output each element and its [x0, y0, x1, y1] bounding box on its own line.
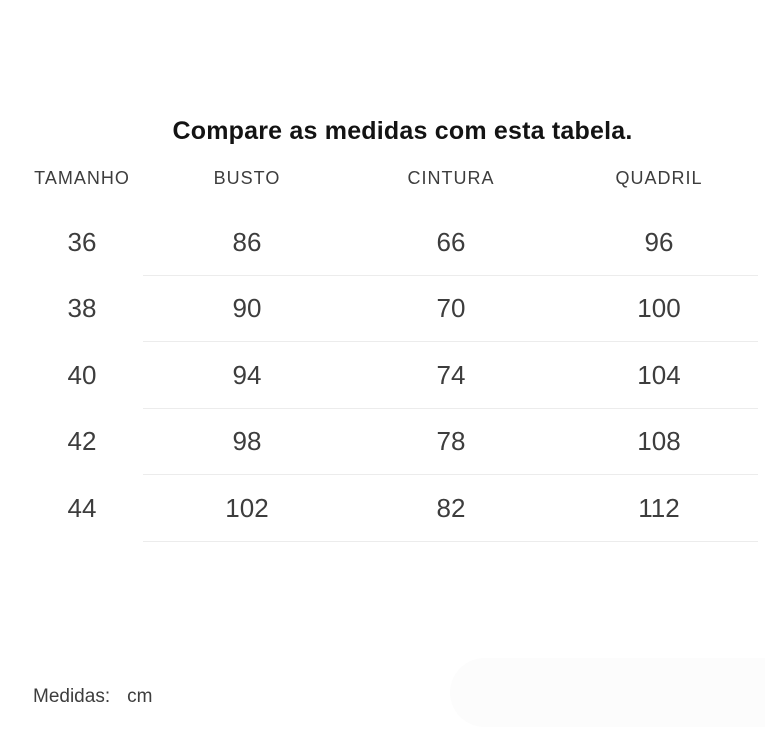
cell-busto: 98	[232, 426, 262, 457]
row-divider	[143, 474, 758, 475]
cell-cintura: 70	[436, 293, 466, 324]
measure-unit: cm	[127, 686, 153, 707]
row-divider	[143, 274, 758, 276]
cell-cintura: 82	[436, 492, 466, 523]
cell-busto: 102	[225, 492, 269, 523]
measure-unit-note: Medidas: cm	[33, 684, 152, 710]
table-row: 42 98 78 108	[30, 409, 765, 475]
table-header-row: TAMANHO BUSTO CINTURA QUADRIL	[30, 165, 765, 191]
cell-busto: 94	[232, 359, 262, 390]
cell-cintura: 74	[436, 359, 466, 390]
cell-tamanho: 38	[67, 293, 97, 324]
cell-cintura: 66	[436, 226, 466, 257]
table-row: 44 102 82 112	[30, 475, 765, 542]
row-divider	[143, 407, 758, 409]
column-header-tamanho: TAMANHO	[34, 168, 130, 188]
cell-tamanho: 42	[67, 426, 97, 457]
table-row: 36 86 66 96	[30, 209, 765, 276]
cell-quadril: 100	[637, 293, 681, 324]
row-divider	[143, 341, 758, 342]
column-header-busto: BUSTO	[213, 168, 281, 188]
size-table: 36 86 66 96 38 90 70 100 40 94 74 104 42…	[30, 209, 765, 542]
column-header-quadril: QUADRIL	[615, 168, 703, 188]
page-title: Compare as medidas com esta tabela.	[172, 117, 633, 145]
cell-tamanho: 36	[67, 226, 97, 257]
cell-cintura: 78	[436, 426, 466, 457]
cell-busto: 86	[232, 226, 262, 257]
background-pill	[450, 658, 765, 727]
row-divider	[143, 540, 758, 542]
column-header-cintura: CINTURA	[407, 168, 495, 188]
cell-quadril: 104	[637, 359, 681, 390]
table-row: 40 94 74 104	[30, 342, 765, 409]
table-row: 38 90 70 100	[30, 276, 765, 342]
cell-quadril: 96	[644, 226, 674, 257]
cell-tamanho: 40	[67, 359, 97, 390]
cell-busto: 90	[232, 293, 262, 324]
cell-quadril: 112	[638, 492, 680, 523]
measure-label: Medidas:	[33, 686, 111, 707]
cell-tamanho: 44	[67, 492, 97, 523]
cell-quadril: 108	[637, 426, 681, 457]
